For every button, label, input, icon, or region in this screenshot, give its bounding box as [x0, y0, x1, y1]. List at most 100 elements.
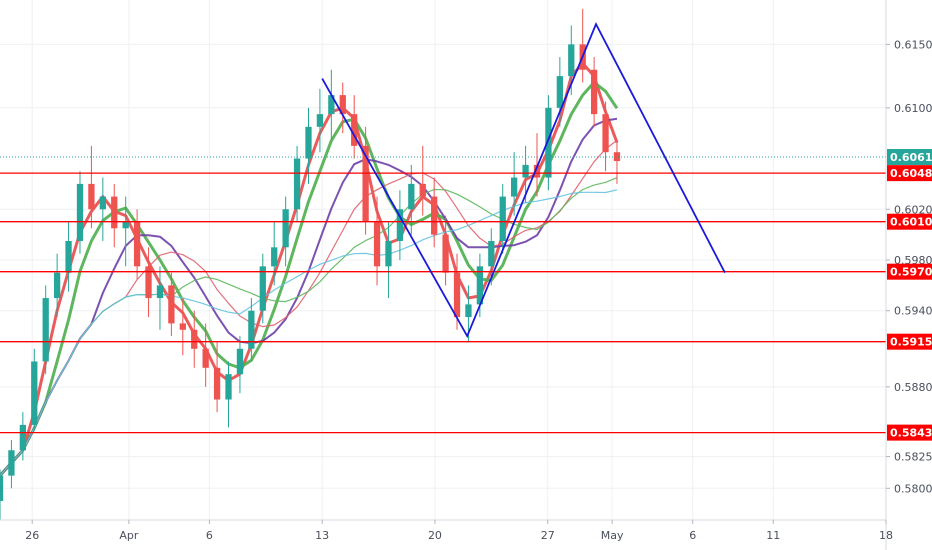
candle	[88, 145, 95, 229]
level-badge	[887, 213, 932, 230]
candle	[282, 196, 289, 267]
candle-body	[236, 348, 244, 375]
candle-body	[88, 183, 95, 210]
level-badge	[887, 165, 932, 182]
candle-body	[568, 44, 575, 77]
level-badge-label: 0.60102	[890, 216, 932, 229]
candle-body	[533, 164, 541, 178]
candle-body	[419, 183, 426, 197]
level-badge-label: 0.59708	[890, 266, 932, 279]
x-tick-label: 27	[541, 529, 555, 542]
candle	[31, 348, 38, 432]
candle	[408, 164, 415, 235]
candle-body	[385, 240, 392, 267]
candle-body	[328, 95, 335, 115]
candle-body	[42, 298, 49, 362]
candle	[248, 298, 255, 362]
x-tick-label: 13	[315, 529, 329, 542]
x-tick-label: Apr	[119, 529, 139, 542]
candle	[19, 412, 26, 461]
candle-body	[488, 240, 495, 267]
candle	[168, 272, 175, 337]
candle-body	[499, 196, 506, 241]
candle-body	[76, 183, 84, 241]
candle	[385, 221, 392, 299]
moving-average-line	[0, 177, 618, 477]
candle-body	[442, 234, 449, 273]
candle-body	[31, 361, 38, 425]
candle	[8, 440, 15, 489]
candle-body	[271, 247, 278, 267]
candle	[293, 145, 301, 222]
candle-body	[65, 240, 72, 273]
candle	[499, 183, 506, 254]
candle	[259, 253, 266, 324]
candle-body	[339, 95, 346, 115]
candle-body	[316, 114, 324, 127]
candle-body	[511, 177, 518, 197]
candle-body	[8, 450, 15, 476]
candle	[339, 82, 346, 134]
price-axis[interactable]: 0.615000.610000.602000.598000.594000.588…	[886, 38, 932, 495]
candle-body	[202, 348, 209, 368]
level-badge	[887, 333, 932, 350]
candle-body	[248, 310, 255, 349]
candle	[225, 361, 232, 428]
candle	[0, 469, 4, 520]
current-price-badge	[887, 149, 932, 166]
candle	[602, 101, 609, 172]
candle-body	[431, 196, 438, 235]
candle-body	[453, 272, 461, 318]
candle	[362, 126, 369, 235]
candle-body	[156, 285, 164, 299]
candle-body	[111, 196, 118, 229]
candle	[305, 107, 312, 184]
candle	[156, 266, 164, 330]
pattern-line	[321, 21, 726, 339]
candle-body	[396, 209, 404, 241]
candle	[133, 209, 141, 280]
candle-body	[133, 221, 141, 267]
candle	[431, 177, 438, 248]
candle	[579, 8, 586, 83]
level-badge	[887, 263, 932, 280]
candle-body	[305, 126, 312, 159]
candle	[202, 323, 209, 387]
level-badge-label: 0.58439	[890, 427, 932, 440]
candle-body	[556, 76, 563, 108]
x-tick-label: 11	[766, 529, 780, 542]
pattern-drawing	[321, 21, 726, 339]
level-badge-label: 0.59156	[890, 336, 932, 349]
candle	[442, 215, 449, 286]
candle	[590, 57, 598, 127]
level-badge-label: 0.60485	[890, 167, 932, 180]
time-axis[interactable]: 26 Apr 6 13 20 27 May 6 11 18	[25, 520, 893, 542]
candle	[396, 190, 404, 260]
x-tick-label: 26	[25, 529, 39, 542]
x-tick-label: 18	[879, 529, 893, 542]
candle-body	[373, 221, 381, 267]
candle	[53, 253, 61, 318]
candle-body	[465, 304, 472, 318]
candle	[191, 310, 198, 368]
candle	[511, 152, 518, 216]
candle	[271, 221, 278, 286]
x-tick-label: May	[601, 529, 624, 542]
candle-body	[179, 323, 186, 330]
candle-body	[19, 424, 26, 451]
candles	[0, 8, 621, 520]
x-tick-label: 6	[689, 529, 696, 542]
candle-body	[122, 221, 129, 229]
candle-body	[225, 374, 232, 400]
candle	[213, 342, 221, 413]
candle	[556, 57, 563, 127]
candle-body	[145, 266, 152, 299]
candle	[236, 336, 244, 394]
candle-body	[590, 69, 598, 115]
